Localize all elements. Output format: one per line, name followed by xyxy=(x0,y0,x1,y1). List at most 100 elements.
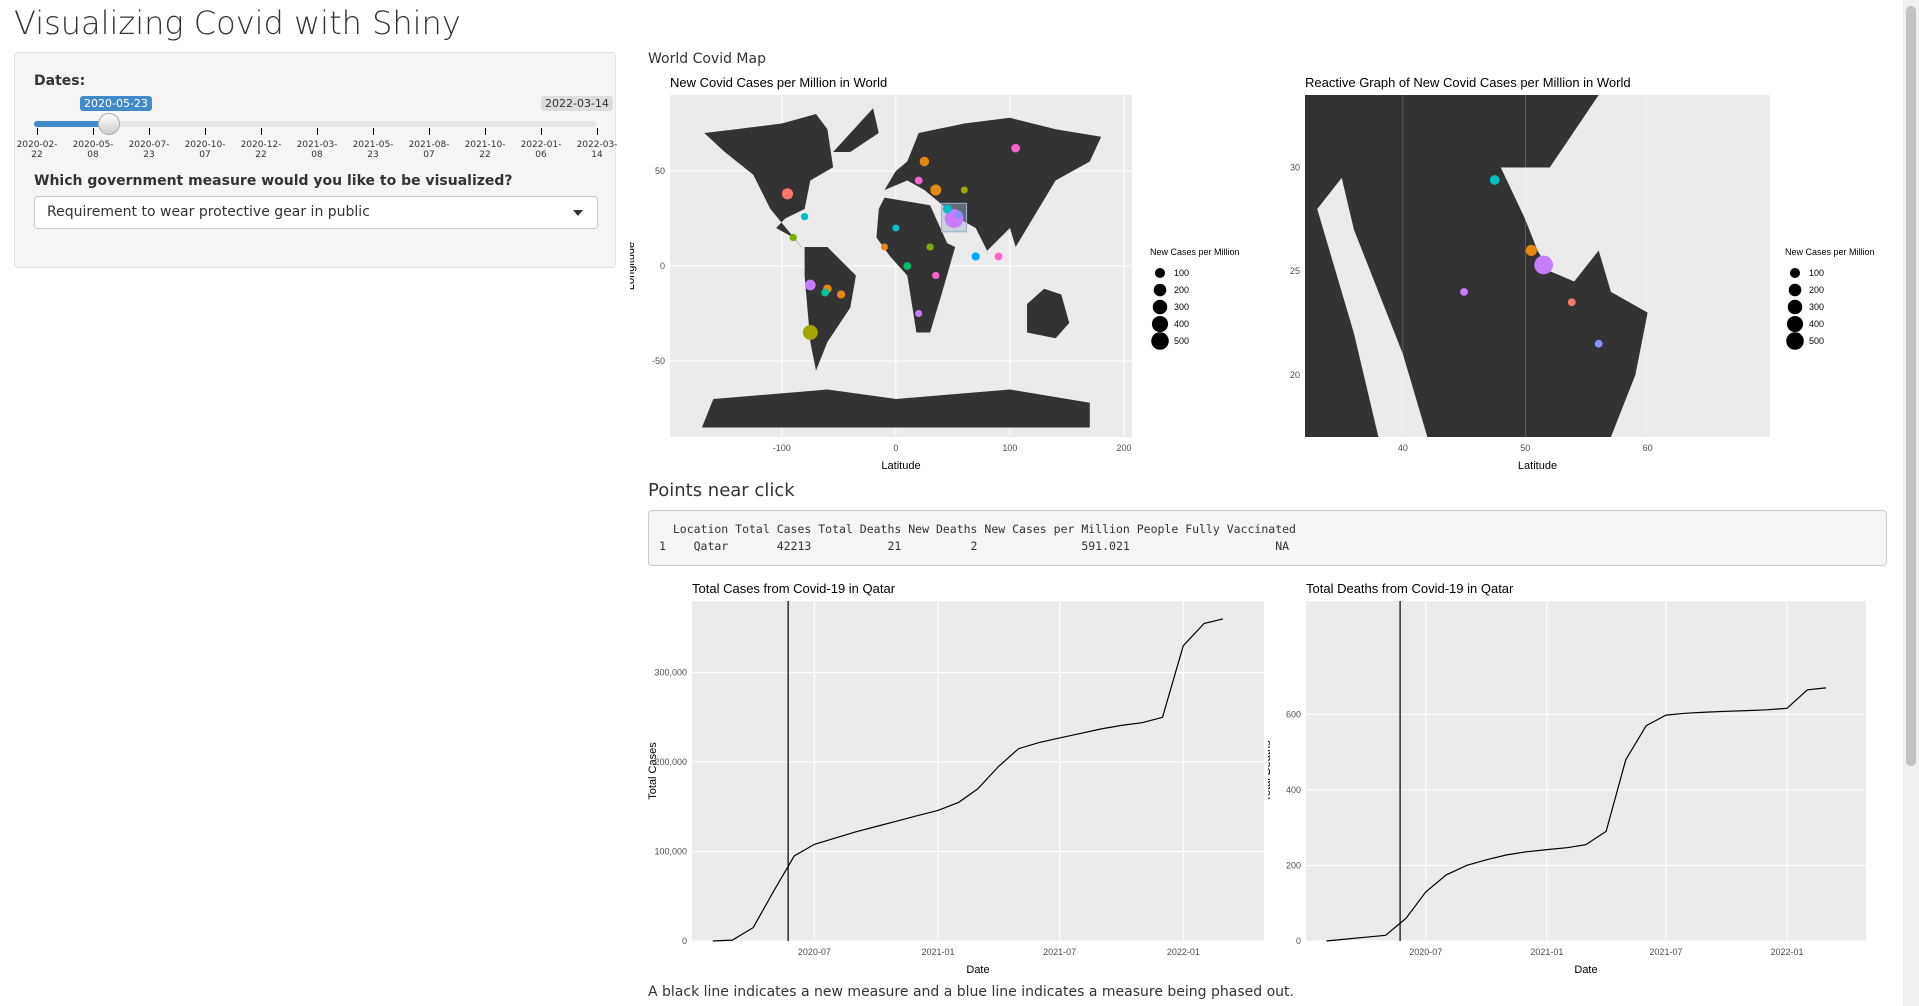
legend-key xyxy=(1152,299,1168,315)
data-point xyxy=(1489,175,1500,185)
land-polygon xyxy=(701,389,1090,428)
land-polygon xyxy=(704,114,834,251)
data-point xyxy=(919,156,930,167)
y-tick-label: 200,000 xyxy=(654,757,687,767)
slider-tick-mark xyxy=(317,128,318,135)
x-tick-label: -100 xyxy=(773,443,791,453)
x-tick-label: 2022-01 xyxy=(1771,947,1804,957)
legend-key xyxy=(1789,267,1801,279)
x-axis-label: Date xyxy=(966,964,989,976)
world-map-heading: World Covid Map xyxy=(648,51,766,67)
page-title: Visualizing Covid with Shiny xyxy=(14,4,461,42)
total-deaths-chart: Total Deaths from Covid-19 in Qatar Date T… xyxy=(1268,581,1866,976)
data-point xyxy=(880,243,888,251)
slider-tick-label: 2022-01-06 xyxy=(520,140,562,160)
legend-label: 100 xyxy=(1809,268,1824,278)
legend-label: 500 xyxy=(1809,336,1824,346)
x-tick-label: 2021-01 xyxy=(1530,947,1563,957)
slider-tick-label: 2021-03-08 xyxy=(296,140,338,160)
date-slider-track[interactable] xyxy=(34,121,597,127)
legend-key xyxy=(1786,315,1804,333)
sea-areas xyxy=(1317,95,1770,437)
data-point xyxy=(914,176,923,185)
x-tick-label: 50 xyxy=(1520,443,1530,453)
y-tick-label: 25 xyxy=(1290,266,1300,276)
legend-label: 300 xyxy=(1174,302,1189,312)
y-tick-label: 0 xyxy=(1296,936,1301,946)
legend-label: 300 xyxy=(1809,302,1824,312)
data-point xyxy=(836,290,846,299)
y-tick-label: 0 xyxy=(660,261,665,271)
land-polygon xyxy=(804,247,856,371)
points-near-click-heading: Points near click xyxy=(648,480,795,501)
x-axis-label: Latitude xyxy=(881,460,920,472)
date-slider-handle[interactable] xyxy=(98,113,120,135)
legend-key xyxy=(1153,283,1167,297)
legend-key xyxy=(1788,283,1802,297)
x-tick-label: 2022-01 xyxy=(1167,947,1200,957)
chart-title: Total Cases from Covid-19 in Qatar xyxy=(692,581,896,596)
slider-tick-mark xyxy=(597,128,598,135)
slider-tick-label: 2021-10-22 xyxy=(464,140,506,160)
points-table-header: Location Total Cases Total Deaths New De… xyxy=(659,522,1296,536)
slider-tick-label: 2020-07-23 xyxy=(128,140,170,160)
slider-tick-label: 2020-12-22 xyxy=(240,140,282,160)
sea-polygon xyxy=(1500,95,1770,437)
reactive-zoom-chart: Reactive Graph of New Covid Cases per Mi… xyxy=(1290,75,1875,472)
plot-panel xyxy=(692,601,1264,941)
slider-tick-mark xyxy=(149,128,150,135)
y-tick-label: 0 xyxy=(682,936,687,946)
data-point xyxy=(789,233,797,242)
chart-title: New Covid Cases per Million in World xyxy=(670,75,887,90)
land-polygon xyxy=(833,108,879,152)
legend-key xyxy=(1151,332,1169,350)
data-point xyxy=(932,271,940,280)
slider-tick-mark xyxy=(205,128,206,135)
sea-polygon xyxy=(1317,177,1428,437)
measure-select[interactable]: Requirement to wear protective gear in p… xyxy=(34,196,598,229)
legend-label: 200 xyxy=(1809,285,1824,295)
slider-tick-label: 2021-05-23 xyxy=(352,140,394,160)
y-tick-label: -50 xyxy=(652,356,665,366)
land-polygon xyxy=(884,117,1102,251)
x-tick-label: 2021-07 xyxy=(1649,947,1682,957)
data-point xyxy=(802,324,818,341)
chart-title: Reactive Graph of New Covid Cases per Mi… xyxy=(1305,75,1631,90)
data-point xyxy=(960,186,968,194)
slider-tick-mark xyxy=(37,128,38,135)
x-axis-label: Latitude xyxy=(1518,460,1557,472)
chevron-down-icon xyxy=(573,210,583,216)
data-point xyxy=(1525,244,1537,257)
x-tick-label: 100 xyxy=(1002,443,1017,453)
world-landmass xyxy=(701,108,1102,428)
points-table-row: 1 Qatar 42213 21 2 591.021 NA xyxy=(659,539,1290,553)
dates-label: Dates: xyxy=(34,73,86,89)
data-point xyxy=(821,288,830,297)
measure-label: Which government measure would you like … xyxy=(34,173,513,189)
data-point xyxy=(915,309,923,318)
data-point xyxy=(994,252,1003,261)
sea-polygon xyxy=(1745,95,1770,292)
footnote: A black line indicates a new measure and… xyxy=(648,984,1294,1000)
legend-label: 200 xyxy=(1174,285,1189,295)
scrollbar-thumb[interactable] xyxy=(1906,6,1916,766)
data-point xyxy=(892,224,900,232)
data-point xyxy=(926,243,934,251)
legend-key xyxy=(1787,299,1803,315)
slider-tick-mark xyxy=(373,128,374,135)
data-point xyxy=(781,188,794,200)
world-map-chart[interactable]: New Covid Cases per Million in World Lati… xyxy=(630,72,1270,472)
plot-panel xyxy=(1306,601,1866,941)
slider-tick-label: 2021-08-07 xyxy=(408,140,450,160)
total-cases-chart: Total Cases from Covid-19 in Qatar Date To… xyxy=(647,581,1264,976)
legend-key xyxy=(1151,315,1169,333)
data-point xyxy=(804,279,816,291)
measure-select-value: Requirement to wear protective gear in p… xyxy=(47,204,370,220)
y-tick-label: 30 xyxy=(1290,163,1300,173)
points-table: Location Total Cases Total Deaths New De… xyxy=(648,510,1887,566)
y-tick-label: 100,000 xyxy=(654,847,687,857)
data-point xyxy=(1011,143,1020,153)
slider-tick-label: 2022-03-14 xyxy=(576,140,618,160)
legend-label: 100 xyxy=(1174,268,1189,278)
chart-title: Total Deaths from Covid-19 in Qatar xyxy=(1306,581,1514,596)
